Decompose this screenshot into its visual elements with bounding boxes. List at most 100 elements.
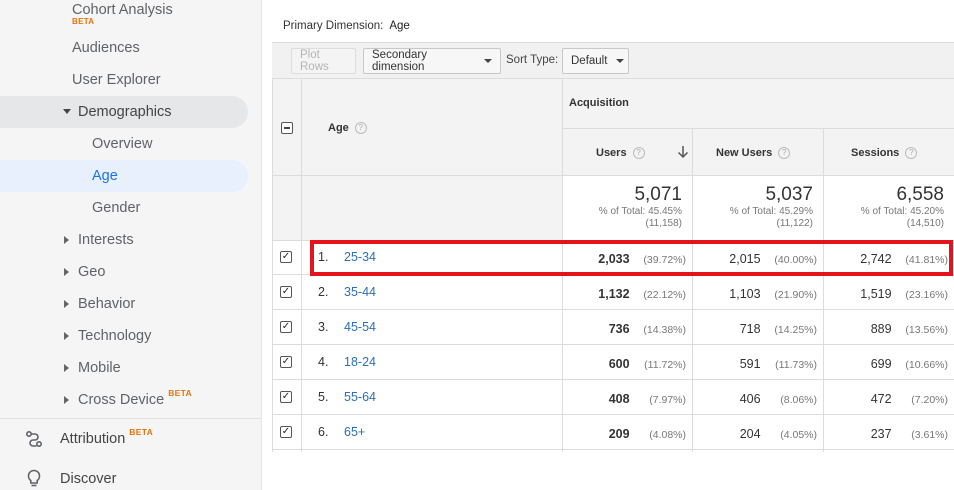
new-users-total: 5,037 % of Total: 45.29% (11,122): [693, 184, 813, 230]
sidebar-item-audiences[interactable]: Audiences: [0, 32, 140, 64]
age-column-header[interactable]: Age?: [328, 122, 367, 135]
help-icon[interactable]: ?: [905, 147, 918, 160]
sidebar-item-attribution[interactable]: Attribution BETA: [0, 421, 153, 457]
row-checkbox[interactable]: ✓: [280, 356, 292, 368]
sidebar-item-overview[interactable]: Overview: [0, 128, 152, 160]
new-users-value: 204: [739, 427, 761, 441]
users-pct: (39.72%): [643, 254, 686, 266]
sidebar-item-technology[interactable]: Technology: [0, 320, 151, 352]
sidebar-divider: [0, 418, 261, 419]
new-users-cell: 1,103 (21.90%): [693, 285, 817, 303]
arrow-down-icon[interactable]: [677, 145, 689, 164]
beta-badge: BETA: [168, 388, 192, 398]
new-users-value: 1,103: [729, 287, 761, 301]
caret-right-icon: [64, 332, 69, 340]
sidebar-item-label: Geo: [78, 264, 106, 280]
sessions-column-header[interactable]: Sessions?: [851, 147, 918, 160]
plot-rows-button[interactable]: Plot Rows: [291, 48, 356, 74]
age-link[interactable]: 45-54: [344, 320, 376, 334]
new-users-cell: 2,015 (40.00%): [693, 250, 817, 268]
sidebar-item-label: Mobile: [78, 360, 121, 376]
chevron-down-icon: [616, 59, 625, 63]
sessions-cell: 237 (3.61%): [824, 425, 948, 443]
users-header-label: Users: [596, 147, 627, 159]
users-total-of: (11,158): [645, 218, 682, 229]
users-pct: (7.97%): [649, 394, 686, 406]
sidebar-item-gender[interactable]: Gender: [0, 192, 140, 224]
sidebar-item-mobile[interactable]: Mobile: [0, 352, 121, 384]
select-all-checkbox[interactable]: [281, 122, 293, 134]
new-users-total-of: (11,122): [776, 218, 813, 229]
sidebar: Cohort Analysis BETA Audiences User Expl…: [0, 0, 262, 490]
sidebar-item-cross-device[interactable]: Cross Device BETA: [0, 384, 192, 416]
sessions-value: 472: [870, 392, 892, 406]
sidebar-item-label: Age: [92, 168, 118, 184]
new-users-header-label: New Users: [716, 147, 773, 159]
secondary-dimension-label: Secondary dimension: [372, 49, 427, 73]
help-icon[interactable]: ?: [778, 147, 791, 160]
new-users-pct: (8.06%): [780, 394, 817, 406]
new-users-cell: 591 (11.73%): [693, 355, 817, 373]
help-icon[interactable]: ?: [354, 122, 367, 135]
caret-right-icon: [64, 236, 69, 244]
lightbulb-icon: [22, 467, 46, 490]
sidebar-item-cohort-analysis[interactable]: Cohort Analysis BETA: [0, 0, 173, 26]
sidebar-item-geo[interactable]: Geo: [0, 256, 105, 288]
table-row: ✓ 4. 18-24 600 (11.72%) 591 (11.73%) 699 (10.…: [272, 345, 954, 380]
sidebar-item-label: Technology: [78, 328, 152, 344]
totals-row: [562, 175, 954, 240]
sidebar-item-demographics[interactable]: Demographics: [0, 96, 248, 128]
sidebar-item-label: Behavior: [78, 296, 136, 312]
sessions-value: 1,519: [860, 287, 892, 301]
caret-right-icon: [64, 364, 69, 372]
table-row: ✓ 2. 35-44 1,132 (22.12%) 1,103 (21.90%) 1,51…: [272, 275, 954, 310]
caret-right-icon: [64, 268, 69, 276]
users-value: 209: [608, 427, 630, 441]
row-index: 4.: [318, 355, 329, 369]
new-users-column-header[interactable]: New Users?: [716, 147, 791, 160]
sessions-pct: (23.16%): [905, 289, 948, 301]
help-icon[interactable]: ?: [632, 147, 645, 160]
row-checkbox[interactable]: ✓: [280, 426, 292, 438]
users-cell: 736 (14.38%): [563, 320, 686, 338]
sort-type-label: Sort Type:: [506, 54, 559, 66]
sidebar-item-interests[interactable]: Interests: [0, 224, 134, 256]
sidebar-item-behavior[interactable]: Behavior: [0, 288, 135, 320]
row-checkbox[interactable]: ✓: [280, 286, 292, 298]
users-total-value: 5,071: [634, 184, 682, 205]
age-link[interactable]: 35-44: [344, 285, 376, 299]
caret-down-icon: [63, 109, 71, 114]
users-cell: 1,132 (22.12%): [563, 285, 686, 303]
sort-type-dropdown[interactable]: Default: [562, 48, 629, 74]
sidebar-item-label: Interests: [78, 232, 134, 248]
age-link[interactable]: 18-24: [344, 355, 376, 369]
sidebar-item-label: Demographics: [78, 104, 172, 120]
new-users-total-value: 5,037: [765, 184, 813, 205]
sessions-value: 2,742: [860, 252, 892, 266]
primary-dimension-value[interactable]: Age: [389, 20, 410, 32]
users-pct: (14.38%): [643, 324, 686, 336]
row-checkbox[interactable]: ✓: [280, 321, 292, 333]
age-link[interactable]: 55-64: [344, 390, 376, 404]
users-value: 600: [608, 357, 630, 371]
row-checkbox[interactable]: ✓: [280, 251, 292, 263]
sidebar-item-user-explorer[interactable]: User Explorer: [0, 64, 161, 96]
sidebar-item-discover[interactable]: Discover: [0, 461, 116, 490]
primary-dimension-label: Primary Dimension:: [283, 20, 384, 32]
sidebar-item-age[interactable]: Age: [0, 160, 248, 192]
users-column-header[interactable]: Users?: [596, 147, 645, 160]
sessions-pct: (7.20%): [911, 394, 948, 406]
row-index: 1.: [318, 250, 329, 264]
row-checkbox[interactable]: ✓: [280, 391, 292, 403]
sidebar-item-label: Audiences: [72, 40, 140, 56]
age-link[interactable]: 65+: [344, 425, 366, 439]
sessions-value: 889: [870, 322, 892, 336]
sidebar-item-label: Cohort Analysis: [72, 2, 173, 18]
secondary-dimension-dropdown[interactable]: Secondary dimension: [363, 48, 501, 74]
beta-badge: BETA: [129, 427, 154, 437]
age-link[interactable]: 25-34: [344, 250, 376, 264]
new-users-pct: (14.25%): [774, 324, 817, 336]
sidebar-item-label: Gender: [92, 200, 141, 216]
age-header-label: Age: [328, 122, 349, 134]
sessions-value: 237: [870, 427, 892, 441]
